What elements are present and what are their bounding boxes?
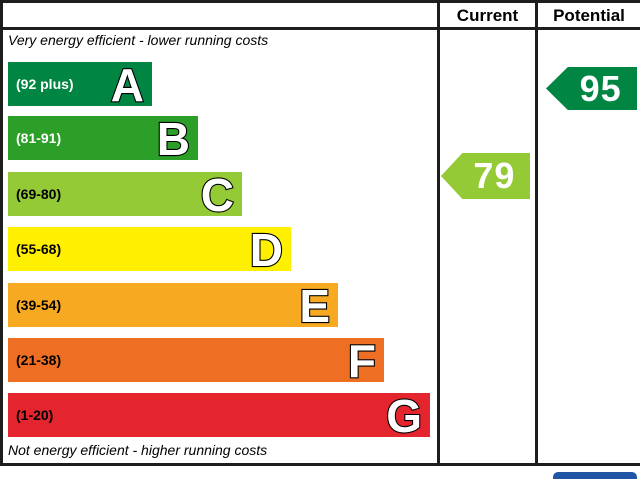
potential-rating-arrow: 95 bbox=[546, 67, 637, 110]
top-caption: Very energy efficient - lower running co… bbox=[8, 32, 269, 48]
band-e-range-label: (39-54) bbox=[16, 297, 62, 313]
band-b: (81-91) B bbox=[8, 113, 198, 165]
band-a-letter: A bbox=[110, 59, 145, 111]
current-rating-arrow: 79 bbox=[441, 153, 530, 199]
potential-rating-value: 95 bbox=[579, 67, 622, 109]
bottom-caption: Not energy efficient - higher running co… bbox=[8, 442, 268, 458]
potential-column-header: Potential bbox=[553, 6, 625, 25]
table-top-border bbox=[0, 0, 640, 3]
band-g: (1-20) G bbox=[8, 390, 430, 442]
band-b-letter: B bbox=[156, 113, 191, 165]
band-f: (21-38) F bbox=[8, 335, 384, 387]
band-c-letter: C bbox=[200, 169, 235, 221]
band-a: (92 plus) A bbox=[8, 59, 152, 111]
band-d-range-label: (55-68) bbox=[16, 241, 62, 257]
band-d: (55-68) D bbox=[8, 224, 291, 276]
band-c-range-label: (69-80) bbox=[16, 186, 62, 202]
current-column-header: Current bbox=[456, 6, 519, 25]
band-f-letter: F bbox=[347, 335, 377, 387]
band-g-range-label: (1-20) bbox=[16, 407, 54, 423]
band-g-letter: G bbox=[385, 390, 423, 442]
band-c: (69-80) C bbox=[8, 169, 242, 221]
band-e-letter: E bbox=[298, 280, 331, 332]
eu-flag-box-partial bbox=[553, 472, 637, 479]
band-f-range-label: (21-38) bbox=[16, 352, 62, 368]
header-bottom-border bbox=[0, 27, 640, 30]
band-e: (39-54) E bbox=[8, 280, 338, 332]
table-bottom-border bbox=[0, 463, 640, 466]
current-column-divider bbox=[437, 0, 440, 466]
current-rating-value: 79 bbox=[473, 155, 516, 196]
potential-column-divider bbox=[535, 0, 538, 466]
table-left-border bbox=[0, 0, 3, 466]
band-a-range-label: (92 plus) bbox=[16, 76, 74, 92]
band-b-range-label: (81-91) bbox=[16, 130, 62, 146]
band-d-letter: D bbox=[249, 224, 284, 276]
